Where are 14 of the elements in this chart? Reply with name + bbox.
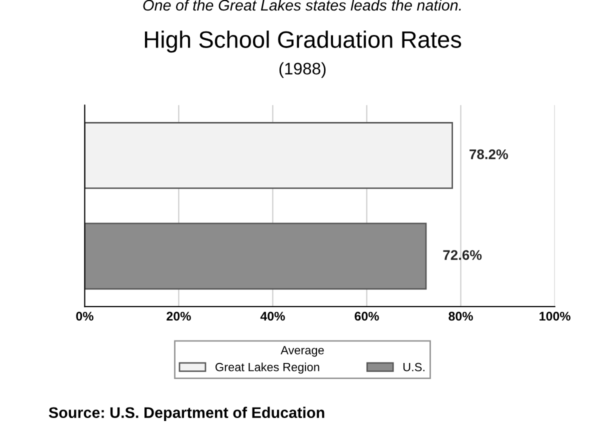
chart-subtitle: (1988): [279, 62, 326, 78]
x-tick-label: 0%: [76, 312, 94, 321]
data-label: 72.6%: [443, 250, 482, 260]
x-tick-label: 100%: [540, 312, 570, 321]
x-tick-label: 80%: [448, 312, 473, 321]
legend-label: Great Lakes Region: [216, 362, 320, 374]
legend-label: U.S.: [403, 362, 424, 372]
x-tick-label: 40%: [260, 312, 285, 321]
legend-title: Average: [280, 346, 324, 357]
data-label: 78.2%: [470, 149, 508, 160]
x-tick-label: 20%: [166, 312, 191, 321]
source-note: Source: U.S. Department of Education: [48, 406, 324, 422]
chart-title: High School Graduation Rates: [144, 30, 462, 53]
x-tick-label: 60%: [354, 312, 379, 321]
